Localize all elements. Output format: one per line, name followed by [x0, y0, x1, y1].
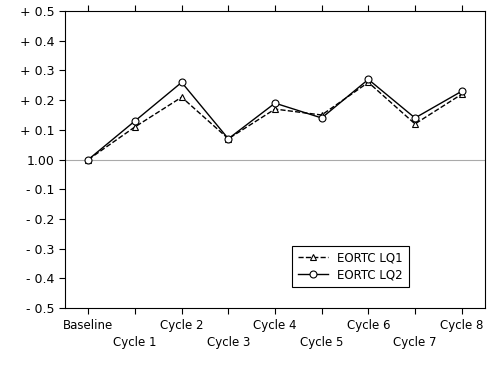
EORTC LQ2: [458, 89, 464, 93]
EORTC LQ2: [318, 116, 324, 120]
Legend: EORTC LQ1, EORTC LQ2: EORTC LQ1, EORTC LQ2: [292, 246, 409, 287]
EORTC LQ1: [366, 80, 372, 85]
EORTC LQ1: [86, 157, 91, 162]
Text: Cycle 5: Cycle 5: [300, 336, 344, 349]
EORTC LQ1: [226, 137, 232, 141]
EORTC LQ2: [86, 157, 91, 162]
EORTC LQ1: [318, 113, 324, 117]
EORTC LQ2: [226, 137, 232, 141]
EORTC LQ2: [272, 101, 278, 105]
EORTC LQ2: [412, 116, 418, 120]
Line: EORTC LQ1: EORTC LQ1: [85, 79, 465, 163]
Text: Cycle 6: Cycle 6: [346, 319, 390, 332]
Text: Cycle 8: Cycle 8: [440, 319, 484, 332]
Line: EORTC LQ2: EORTC LQ2: [85, 76, 465, 163]
EORTC LQ1: [272, 107, 278, 111]
EORTC LQ2: [132, 119, 138, 123]
Text: Cycle 2: Cycle 2: [160, 319, 204, 332]
EORTC LQ1: [458, 92, 464, 96]
EORTC LQ1: [132, 125, 138, 129]
EORTC LQ1: [178, 95, 184, 99]
Text: Cycle 4: Cycle 4: [254, 319, 297, 332]
Text: Cycle 7: Cycle 7: [393, 336, 437, 349]
Text: Baseline: Baseline: [63, 319, 114, 332]
EORTC LQ1: [412, 122, 418, 126]
Text: Cycle 1: Cycle 1: [113, 336, 157, 349]
Text: Cycle 3: Cycle 3: [206, 336, 250, 349]
EORTC LQ2: [366, 77, 372, 82]
EORTC LQ2: [178, 80, 184, 85]
